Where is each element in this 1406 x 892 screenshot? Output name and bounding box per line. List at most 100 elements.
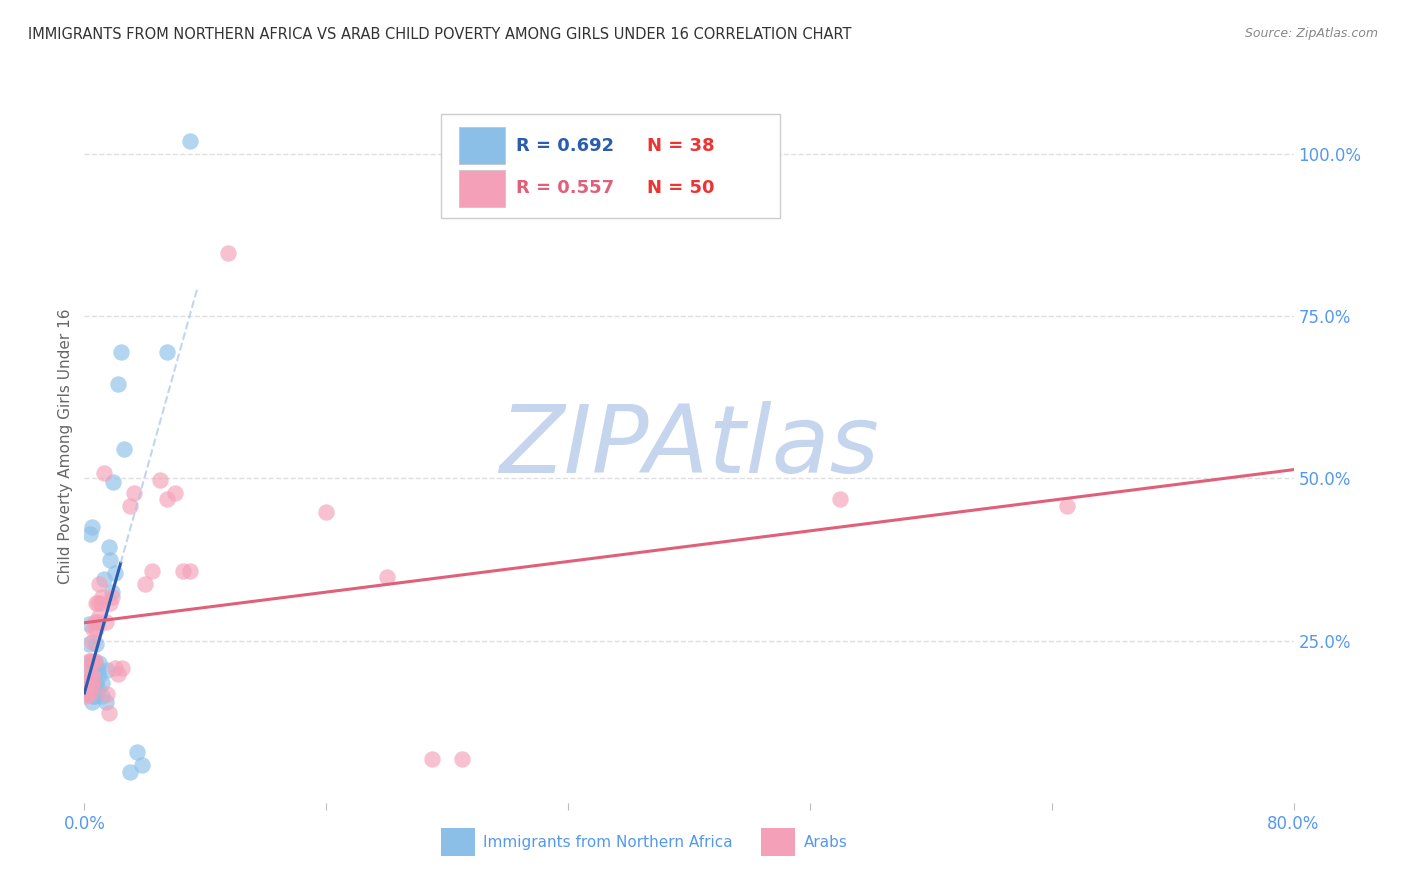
Point	[80, 520, 103, 534]
Point	[79, 673, 101, 688]
Point	[76, 669, 98, 683]
Point	[94, 615, 117, 630]
Point	[97, 706, 120, 721]
Text: R = 0.692: R = 0.692	[516, 136, 614, 154]
Point	[141, 564, 163, 578]
Point	[98, 596, 121, 610]
Point	[112, 442, 135, 457]
Point	[76, 687, 98, 701]
Point	[96, 687, 118, 701]
FancyBboxPatch shape	[460, 127, 505, 164]
Point	[84, 657, 107, 671]
Text: R = 0.557: R = 0.557	[516, 179, 614, 197]
Point	[107, 377, 129, 392]
Text: Immigrants from Northern Africa: Immigrants from Northern Africa	[484, 835, 733, 849]
Point	[76, 681, 98, 695]
Point	[79, 654, 101, 668]
Point	[82, 673, 104, 688]
Point	[87, 596, 110, 610]
Point	[80, 681, 103, 695]
Point	[156, 492, 179, 507]
Point	[101, 475, 124, 489]
Y-axis label: Child Poverty Among Girls Under 16: Child Poverty Among Girls Under 16	[58, 309, 73, 583]
Point	[122, 485, 145, 500]
Point	[93, 572, 115, 586]
Point	[172, 564, 194, 578]
Point	[87, 615, 110, 630]
Point	[149, 473, 172, 487]
Text: N = 50: N = 50	[647, 179, 714, 197]
Point	[82, 675, 104, 690]
Point	[75, 689, 97, 703]
Point	[179, 134, 201, 148]
Point	[89, 657, 111, 671]
Point	[84, 615, 107, 630]
Point	[96, 663, 118, 677]
Point	[89, 609, 111, 624]
Point	[77, 637, 100, 651]
Point	[86, 675, 108, 690]
Text: N = 38: N = 38	[647, 136, 714, 154]
Point	[80, 695, 103, 709]
Point	[156, 345, 179, 359]
Point	[82, 622, 104, 636]
Point	[131, 758, 153, 772]
Point	[86, 596, 108, 610]
FancyBboxPatch shape	[762, 828, 796, 856]
Point	[1056, 499, 1078, 513]
Point	[86, 622, 108, 636]
Point	[91, 590, 114, 604]
Point	[86, 637, 108, 651]
Point	[830, 492, 852, 507]
Point	[179, 564, 201, 578]
Point	[118, 764, 141, 779]
Text: ZIPAtlas: ZIPAtlas	[499, 401, 879, 491]
Point	[100, 585, 122, 599]
Point	[82, 689, 104, 703]
Point	[91, 689, 114, 703]
Point	[75, 682, 97, 697]
Point	[89, 669, 111, 683]
Point	[110, 345, 132, 359]
FancyBboxPatch shape	[441, 114, 780, 218]
Point	[89, 576, 111, 591]
Point	[98, 552, 121, 566]
Point	[118, 499, 141, 513]
Point	[375, 570, 398, 584]
Point	[104, 566, 127, 580]
Point	[165, 485, 187, 500]
Point	[77, 681, 100, 695]
Point	[82, 654, 104, 668]
Point	[77, 617, 100, 632]
Point	[82, 657, 104, 671]
FancyBboxPatch shape	[441, 828, 475, 856]
Point	[87, 682, 110, 697]
Point	[84, 689, 107, 703]
Point	[100, 590, 122, 604]
Point	[91, 675, 114, 690]
Point	[97, 540, 120, 554]
Point	[93, 467, 115, 481]
Text: Arabs: Arabs	[804, 835, 848, 849]
Text: Source: ZipAtlas.com: Source: ZipAtlas.com	[1244, 27, 1378, 40]
Point	[80, 667, 103, 681]
Point	[451, 752, 474, 766]
Point	[77, 667, 100, 681]
Point	[111, 661, 134, 675]
Point	[104, 661, 127, 675]
Point	[79, 526, 101, 541]
Point	[77, 654, 100, 668]
Point	[79, 687, 101, 701]
Point	[84, 654, 107, 668]
Point	[420, 752, 443, 766]
Point	[79, 657, 101, 671]
Point	[315, 505, 337, 519]
Point	[94, 695, 117, 709]
Point	[80, 635, 103, 649]
Point	[90, 596, 112, 610]
Point	[87, 663, 110, 677]
Point	[134, 576, 156, 591]
Point	[217, 245, 239, 260]
Point	[84, 675, 107, 690]
Point	[127, 745, 149, 759]
